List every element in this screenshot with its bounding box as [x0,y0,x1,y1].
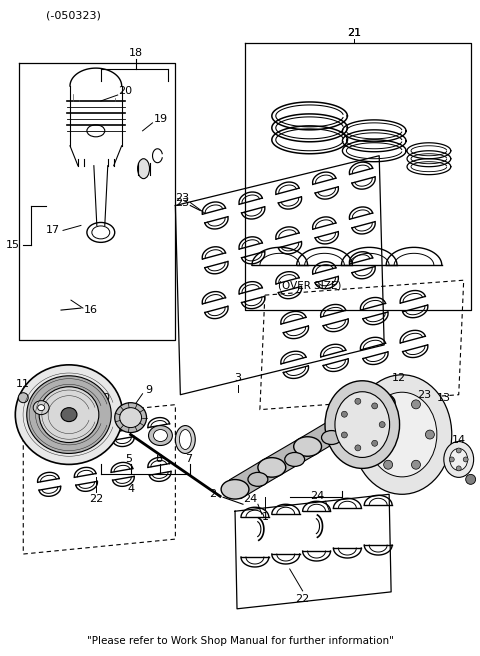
Polygon shape [229,458,277,499]
Text: 10: 10 [97,393,111,403]
Ellipse shape [120,407,142,428]
Text: 13: 13 [437,393,451,403]
Text: "Please refer to Work Shop Manual for further information": "Please refer to Work Shop Manual for fu… [86,636,394,646]
Text: 24: 24 [243,494,257,504]
Text: 23: 23 [175,193,190,203]
Text: 1: 1 [261,512,268,522]
Polygon shape [302,415,350,456]
Text: 8: 8 [155,455,162,464]
Circle shape [411,400,420,409]
Ellipse shape [37,405,45,411]
Text: 9: 9 [145,384,152,395]
Text: 11: 11 [16,379,30,389]
Ellipse shape [444,441,474,478]
Ellipse shape [330,415,358,434]
Ellipse shape [335,392,390,457]
Text: 19: 19 [154,114,168,124]
Ellipse shape [180,430,192,449]
Circle shape [379,422,385,428]
Text: 4: 4 [127,484,134,495]
Circle shape [372,403,378,409]
Ellipse shape [352,375,452,494]
Ellipse shape [18,393,28,403]
Ellipse shape [357,411,377,424]
Circle shape [449,457,454,462]
Circle shape [466,474,476,484]
Ellipse shape [39,387,99,443]
Ellipse shape [154,430,168,441]
Text: (OVER SIZE): (OVER SIZE) [278,280,341,290]
Ellipse shape [322,430,341,445]
Circle shape [372,440,378,446]
Circle shape [355,398,361,404]
Circle shape [411,461,420,469]
Text: 21: 21 [347,28,361,38]
Polygon shape [339,393,387,434]
Ellipse shape [138,159,150,178]
Circle shape [463,457,468,462]
Ellipse shape [15,365,123,464]
Text: 18: 18 [129,48,143,58]
Text: 23: 23 [175,197,190,207]
Ellipse shape [115,403,146,432]
Circle shape [341,411,348,417]
Ellipse shape [27,376,111,453]
Text: 14: 14 [452,434,466,445]
Text: 15: 15 [6,240,20,251]
Ellipse shape [367,393,395,413]
Ellipse shape [325,380,399,468]
Ellipse shape [367,392,437,477]
Text: 16: 16 [84,305,98,315]
Text: 6: 6 [34,430,41,440]
Polygon shape [266,437,313,477]
Text: 12: 12 [392,373,406,383]
Text: 23: 23 [417,390,431,400]
Ellipse shape [175,426,195,453]
Text: (-050323): (-050323) [46,10,101,20]
Circle shape [456,448,461,453]
Text: (OVER SIZE): (OVER SIZE) [44,405,108,415]
Circle shape [384,400,393,409]
Circle shape [456,466,461,471]
Text: 21: 21 [347,28,361,38]
Ellipse shape [450,449,468,470]
Text: 24: 24 [311,491,324,501]
Ellipse shape [221,480,249,499]
Ellipse shape [33,401,49,415]
Text: 17: 17 [46,226,60,236]
Text: 7: 7 [185,455,192,464]
Circle shape [370,430,379,439]
Text: 5: 5 [125,455,132,464]
Ellipse shape [248,472,268,486]
Text: 22: 22 [296,594,310,604]
Ellipse shape [285,453,305,466]
Circle shape [384,461,393,469]
Text: 2: 2 [210,489,216,499]
Circle shape [425,430,434,439]
Circle shape [355,445,361,451]
Text: 23: 23 [417,384,431,395]
Ellipse shape [148,426,172,445]
Circle shape [341,432,348,438]
Text: 20: 20 [119,86,133,96]
Text: 3: 3 [235,373,241,383]
Text: 22: 22 [89,494,103,504]
Ellipse shape [294,437,322,457]
Ellipse shape [258,458,286,477]
Ellipse shape [61,407,77,422]
